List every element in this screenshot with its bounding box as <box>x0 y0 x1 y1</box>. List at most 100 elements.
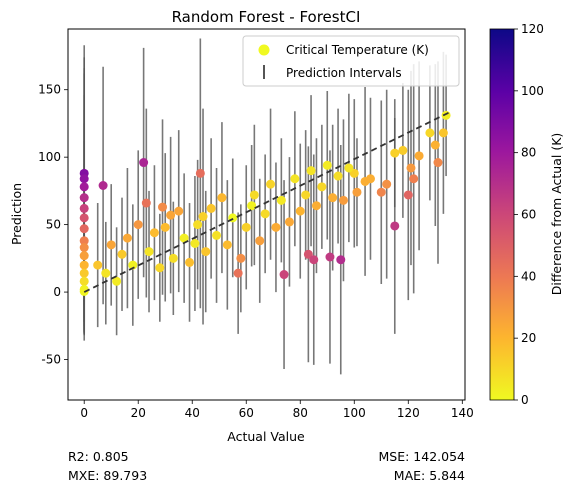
x-tick-label: 0 <box>80 406 88 420</box>
data-point-42 <box>415 151 424 160</box>
data-point-88 <box>334 172 343 181</box>
data-point-49 <box>101 269 110 278</box>
x-tick-label: 20 <box>131 406 146 420</box>
data-point-15 <box>99 181 108 190</box>
x-tick-label: 120 <box>397 406 420 420</box>
legend-label-critical-temperature: Critical Temperature (K) <box>286 43 429 57</box>
data-point-57 <box>150 228 159 237</box>
data-point-69 <box>223 240 232 249</box>
data-point-2 <box>80 174 89 183</box>
data-point-65 <box>201 247 210 256</box>
data-point-46 <box>439 128 448 137</box>
x-tick-label: 60 <box>239 406 254 420</box>
data-point-75 <box>261 209 270 218</box>
data-point-67 <box>212 231 221 240</box>
colorbar-tick-label: 20 <box>521 331 536 345</box>
data-point-83 <box>307 166 316 175</box>
metric-mse: MSE: 142.054 <box>379 449 466 464</box>
data-point-87 <box>328 193 337 202</box>
data-point-85 <box>317 182 326 191</box>
data-point-73 <box>250 190 259 199</box>
data-point-48 <box>93 261 102 270</box>
data-point-12 <box>80 269 89 278</box>
data-point-41 <box>409 174 418 183</box>
data-point-13 <box>80 277 89 286</box>
data-point-45 <box>433 158 442 167</box>
colorbar-tick-label: 100 <box>521 84 544 98</box>
data-point-79 <box>285 217 294 226</box>
data-point-64 <box>193 220 202 229</box>
data-point-61 <box>174 207 183 216</box>
x-tick-label: 80 <box>293 406 308 420</box>
data-point-43 <box>425 128 434 137</box>
data-point-9 <box>80 243 89 252</box>
x-axis-label: Actual Value <box>227 429 305 444</box>
data-point-19 <box>166 211 175 220</box>
data-point-90 <box>344 163 353 172</box>
data-point-4 <box>80 193 89 202</box>
data-point-53 <box>123 234 132 243</box>
metric-mxe: MXE: 89.793 <box>68 468 147 483</box>
metric-mae: MAE: 5.844 <box>394 468 465 483</box>
data-point-24 <box>247 201 256 210</box>
metric-r2: R2: 0.805 <box>68 449 129 464</box>
data-point-39 <box>404 190 413 199</box>
data-point-55 <box>134 220 143 229</box>
data-point-22 <box>199 212 208 221</box>
data-point-58 <box>155 263 164 272</box>
data-point-59 <box>161 223 170 232</box>
colorbar-tick-label: 0 <box>521 393 529 407</box>
data-point-11 <box>80 261 89 270</box>
data-point-80 <box>290 174 299 183</box>
data-point-82 <box>301 190 310 199</box>
colorbar-tick-label: 60 <box>521 208 536 222</box>
data-point-66 <box>207 204 216 213</box>
data-point-38 <box>398 146 407 155</box>
y-axis-label: Prediction <box>9 183 24 245</box>
data-point-86 <box>323 161 332 170</box>
data-point-33 <box>366 174 375 183</box>
data-point-40 <box>406 163 415 172</box>
y-tick-label: -50 <box>41 353 61 367</box>
data-point-71 <box>236 254 245 263</box>
data-point-21 <box>196 169 205 178</box>
data-point-36 <box>390 221 399 230</box>
x-tick-label: 140 <box>451 406 474 420</box>
data-point-52 <box>118 250 127 259</box>
data-point-14 <box>80 285 89 294</box>
data-point-56 <box>145 247 154 256</box>
colorbar-tick-label: 120 <box>521 22 544 36</box>
data-point-50 <box>107 240 116 249</box>
data-point-31 <box>352 188 361 197</box>
y-tick-label: 50 <box>46 218 61 232</box>
data-point-16 <box>139 158 148 167</box>
data-point-35 <box>382 180 391 189</box>
data-point-81 <box>296 207 305 216</box>
data-point-7 <box>80 224 89 233</box>
data-point-60 <box>169 254 178 263</box>
data-point-5 <box>80 204 89 213</box>
x-tick-label: 40 <box>185 406 200 420</box>
legend-label-prediction-intervals: Prediction Intervals <box>286 66 402 80</box>
data-point-28 <box>325 252 334 261</box>
legend-marker-critical-temperature <box>259 45 270 56</box>
data-point-18 <box>158 203 167 212</box>
x-tick-label: 100 <box>343 406 366 420</box>
data-point-37 <box>390 149 399 158</box>
data-point-27 <box>309 255 318 264</box>
legend: Critical Temperature (K) Prediction Inte… <box>243 36 459 86</box>
data-point-72 <box>242 223 251 232</box>
colorbar-tick-label: 80 <box>521 146 536 160</box>
data-point-34 <box>377 188 386 197</box>
data-point-76 <box>266 180 275 189</box>
data-point-23 <box>234 269 243 278</box>
data-point-77 <box>271 223 280 232</box>
data-point-89 <box>339 196 348 205</box>
data-point-6 <box>80 213 89 222</box>
y-tick-label: 0 <box>53 285 61 299</box>
data-point-63 <box>185 258 194 267</box>
data-point-74 <box>255 236 264 245</box>
y-tick-label: 150 <box>38 83 61 97</box>
chart-title: Random Forest - ForestCI <box>172 8 361 26</box>
